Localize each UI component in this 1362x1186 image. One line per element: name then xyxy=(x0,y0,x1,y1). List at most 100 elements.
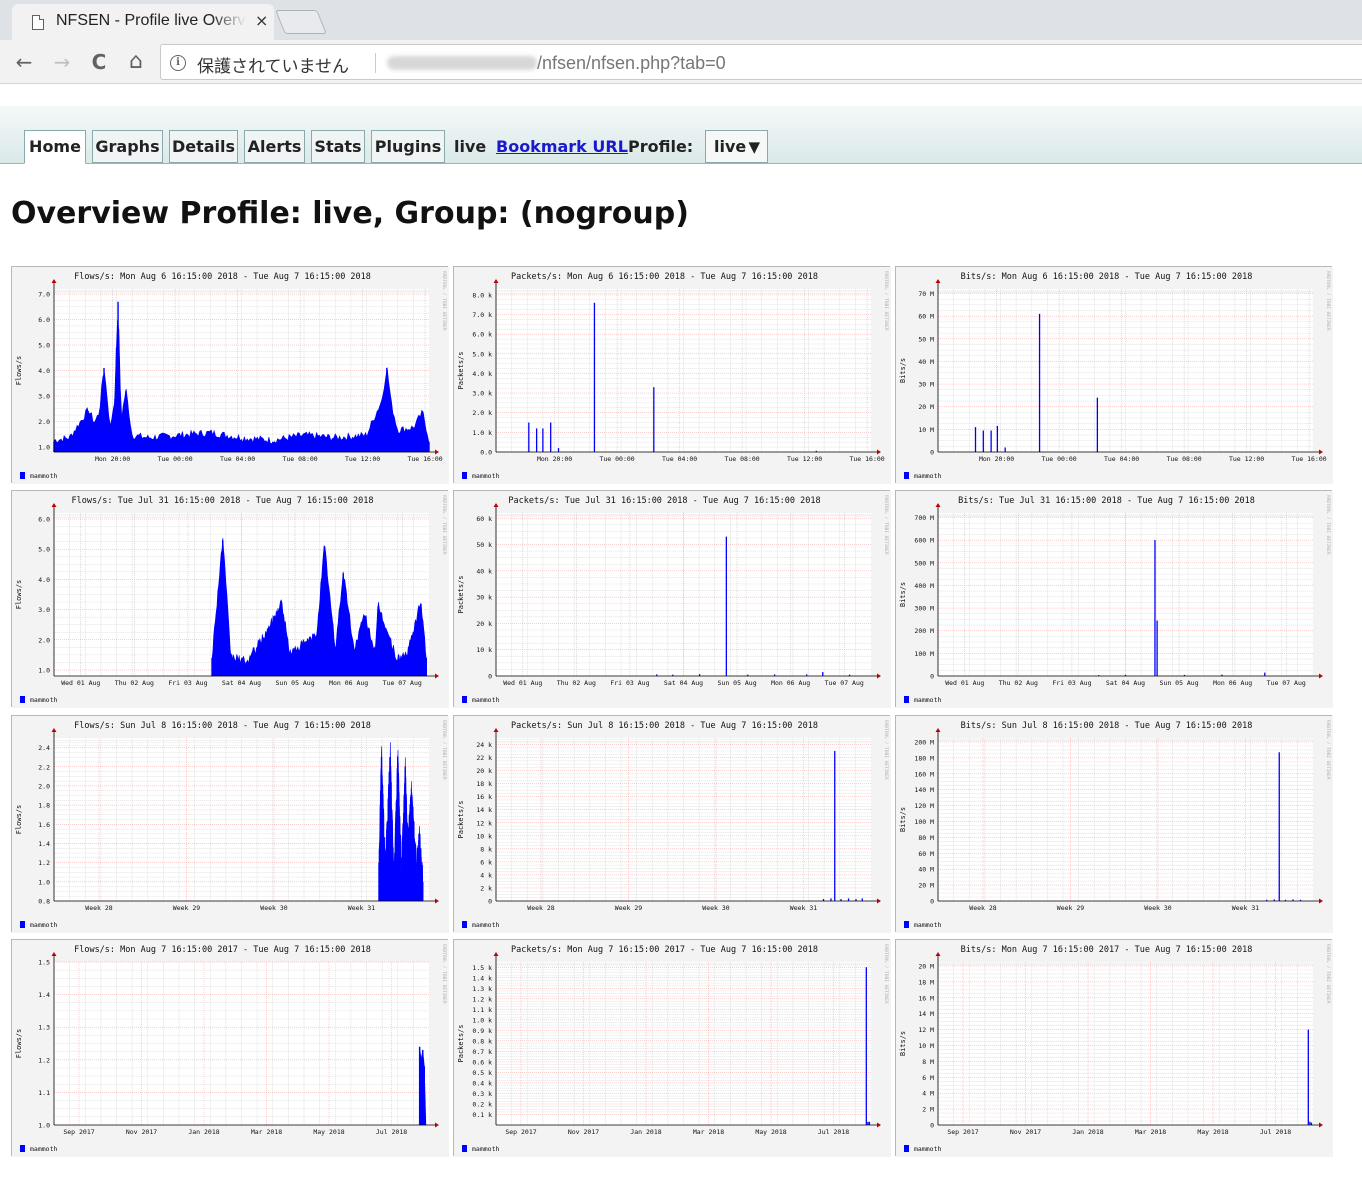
rrdtool-credit: RRDTOOL / TOBI OETIKER xyxy=(883,944,889,1004)
x-tick-label: Mon 20:00 xyxy=(537,455,572,463)
browser-tab[interactable]: NFSEN - Profile live Overview × xyxy=(12,4,274,40)
tab-home[interactable]: Home xyxy=(24,130,86,164)
x-tick-label: Tue 16:00 xyxy=(407,455,442,463)
y-tick-label: 16 M xyxy=(918,994,934,1002)
graph-packets-month[interactable]: 0 2 k 4 k 6 k 8 k 10 k 12 k 14 k 16 k 18 k 20 k 22 … xyxy=(453,715,891,933)
tab-close-icon[interactable]: × xyxy=(255,11,269,30)
chart-svg: 0 2 k 4 k 6 k 8 k 10 k 12 k 14 k 16 k 18 k 20 k 22 … xyxy=(454,716,891,933)
home-icon[interactable]: ⌂ xyxy=(129,49,143,74)
y-tick-label: 1.0 xyxy=(38,1122,50,1130)
y-tick-label: 140 M xyxy=(914,786,934,794)
legend-swatch xyxy=(462,696,467,703)
y-tick-label: 5.0 xyxy=(38,546,50,554)
tab-stats[interactable]: Stats xyxy=(311,130,365,163)
x-axis-arrow xyxy=(1319,449,1323,455)
x-tick-label: Mar 2018 xyxy=(693,1128,724,1136)
x-axis-arrow xyxy=(1319,1122,1323,1128)
x-tick-label: Tue 04:00 xyxy=(220,455,255,463)
bookmark-url-link[interactable]: Bookmark URL xyxy=(496,137,628,156)
legend-label: mammoth xyxy=(472,1145,499,1153)
graph-flows-month[interactable]: 0.8 1.0 1.2 1.4 1.6 1.8 2.0 2.2 2.4 Week 28 Week 2… xyxy=(11,715,449,933)
x-tick-label: Tue 07 Aug xyxy=(383,679,422,687)
y-tick-label: 200 M xyxy=(914,738,934,746)
x-tick-label: Nov 2017 xyxy=(568,1128,599,1136)
x-tick-label: Week 31 xyxy=(790,904,817,912)
tab-details[interactable]: Details xyxy=(169,130,238,163)
graph-bits-day[interactable]: 0 10 M 20 M 30 M 40 M 50 M 60 M 70 M Mon 20:00 Tu… xyxy=(895,266,1333,484)
y-axis-arrow xyxy=(493,952,499,956)
chart-svg: 0 100 M 200 M 300 M 400 M 500 M 600 M 700 M Wed … xyxy=(896,491,1333,708)
graph-bits-week[interactable]: 0 100 M 200 M 300 M 400 M 500 M 600 M 700 M Wed … xyxy=(895,490,1333,708)
y-tick-label: 6.0 k xyxy=(472,331,492,339)
rrdtool-credit: RRDTOOL / TOBI OETIKER xyxy=(883,720,889,780)
reload-icon[interactable]: C xyxy=(91,50,107,74)
tab-graphs[interactable]: Graphs xyxy=(92,130,163,163)
tab-alerts[interactable]: Alerts xyxy=(244,130,305,163)
y-tick-label: 4.0 k xyxy=(472,370,492,378)
legend-label: mammoth xyxy=(472,921,499,929)
url-path[interactable]: /nfsen/nfsen.php?tab=0 xyxy=(537,53,726,73)
y-axis-label: Bits/s xyxy=(899,358,907,383)
x-tick-label: Tue 07 Aug xyxy=(825,679,864,687)
address-bar[interactable]: i 保護されていません /nfsen/nfsen.php?tab=0 xyxy=(160,44,1362,80)
x-tick-label: Mon 06 Aug xyxy=(329,679,368,687)
x-tick-label: Sep 2017 xyxy=(947,1128,978,1136)
y-tick-label: 60 k xyxy=(476,515,492,523)
graph-flows-year[interactable]: 1.0 1.1 1.2 1.3 1.4 1.5 Sep 2017 Nov 2017 Jan 20… xyxy=(11,939,449,1157)
security-status[interactable]: 保護されていません xyxy=(197,57,349,77)
x-tick-label: Jul 2018 xyxy=(818,1128,849,1136)
y-tick-label: 20 M xyxy=(918,882,934,890)
y-tick-label: 2.0 xyxy=(38,782,50,790)
rrdtool-credit: RRDTOOL / TOBI OETIKER xyxy=(441,720,447,780)
y-axis-label: Packets/s xyxy=(457,1025,465,1063)
legend-label: mammoth xyxy=(30,696,57,704)
chart-title: Flows/s: Mon Aug 7 16:15:00 2017 - Tue A… xyxy=(74,945,371,955)
y-tick-label: 1.3 k xyxy=(472,985,492,993)
chart-title: Packets/s: Mon Aug 6 16:15:00 2018 - Tue… xyxy=(511,272,818,282)
graph-flows-day[interactable]: 1.0 2.0 3.0 4.0 5.0 6.0 7.0 Mon 20:00 Tue 00:00 T… xyxy=(11,266,449,484)
x-tick-label: Fri 03 Aug xyxy=(610,679,649,687)
y-tick-label: 0.0 xyxy=(480,449,492,457)
x-tick-label: Jan 2018 xyxy=(630,1128,661,1136)
y-tick-label: 18 k xyxy=(476,780,492,788)
y-tick-label: 1.0 xyxy=(38,666,50,674)
x-tick-label: Tue 08:00 xyxy=(282,455,317,463)
tab-plugins[interactable]: Plugins xyxy=(371,130,445,163)
y-tick-label: 0.8 k xyxy=(472,1037,492,1045)
y-tick-label: 30 k xyxy=(476,594,492,602)
rrdtool-credit: RRDTOOL / TOBI OETIKER xyxy=(1325,271,1331,331)
rrdtool-credit: RRDTOOL / TOBI OETIKER xyxy=(1325,720,1331,780)
rrdtool-credit: RRDTOOL / TOBI OETIKER xyxy=(883,271,889,331)
y-tick-label: 1.0 k xyxy=(472,429,492,437)
graph-bits-month[interactable]: 0 20 M 40 M 60 M 80 M 100 M 120 M 140 M 160 M 180… xyxy=(895,715,1333,933)
y-tick-label: 20 M xyxy=(918,403,934,411)
y-axis-label: Packets/s xyxy=(457,801,465,839)
chart-title: Flows/s: Tue Jul 31 16:15:00 2018 - Tue … xyxy=(72,496,374,506)
legend-swatch xyxy=(462,472,467,479)
y-tick-label: 2.0 k xyxy=(472,409,492,417)
graph-packets-year[interactable]: 0.1 k 0.2 k 0.3 k 0.4 k 0.5 k 0.6 k 0.7 k 0.8 k… xyxy=(453,939,891,1157)
y-axis-arrow xyxy=(935,503,941,507)
graph-packets-day[interactable]: 0.0 1.0 k 2.0 k 3.0 k 4.0 k 5.0 k 6.0 k 7.0 k 8.… xyxy=(453,266,891,484)
graph-flows-week[interactable]: 1.0 2.0 3.0 4.0 5.0 6.0 Wed 01 Aug Thu 02 Aug Fr… xyxy=(11,490,449,708)
y-tick-label: 20 k xyxy=(476,620,492,628)
y-tick-label: 0.2 k xyxy=(472,1100,492,1108)
y-axis-label: Flows/s xyxy=(15,356,23,386)
x-tick-label: Jan 2018 xyxy=(188,1128,219,1136)
profile-select[interactable]: live ▼ xyxy=(705,130,768,163)
legend-label: mammoth xyxy=(30,921,57,929)
y-tick-label: 0 xyxy=(930,1122,934,1130)
legend-swatch xyxy=(904,696,909,703)
y-tick-label: 30 M xyxy=(918,381,934,389)
y-tick-label: 40 M xyxy=(918,866,934,874)
new-tab-button[interactable] xyxy=(275,10,327,34)
graph-bits-year[interactable]: 0 2 M 4 M 6 M 8 M 10 M 12 M 14 M 16 M 18 M 20 M Sep… xyxy=(895,939,1333,1157)
forward-arrow-icon[interactable]: → xyxy=(53,50,71,74)
y-tick-label: 1.0 xyxy=(38,443,50,451)
back-arrow-icon[interactable]: ← xyxy=(15,50,33,74)
legend-swatch xyxy=(904,921,909,928)
y-axis-arrow xyxy=(51,728,57,732)
graph-packets-week[interactable]: 0 10 k 20 k 30 k 40 k 50 k 60 k Wed 01 Aug Thu 0… xyxy=(453,490,891,708)
info-icon[interactable]: i xyxy=(170,55,186,71)
x-axis-arrow xyxy=(877,673,881,679)
